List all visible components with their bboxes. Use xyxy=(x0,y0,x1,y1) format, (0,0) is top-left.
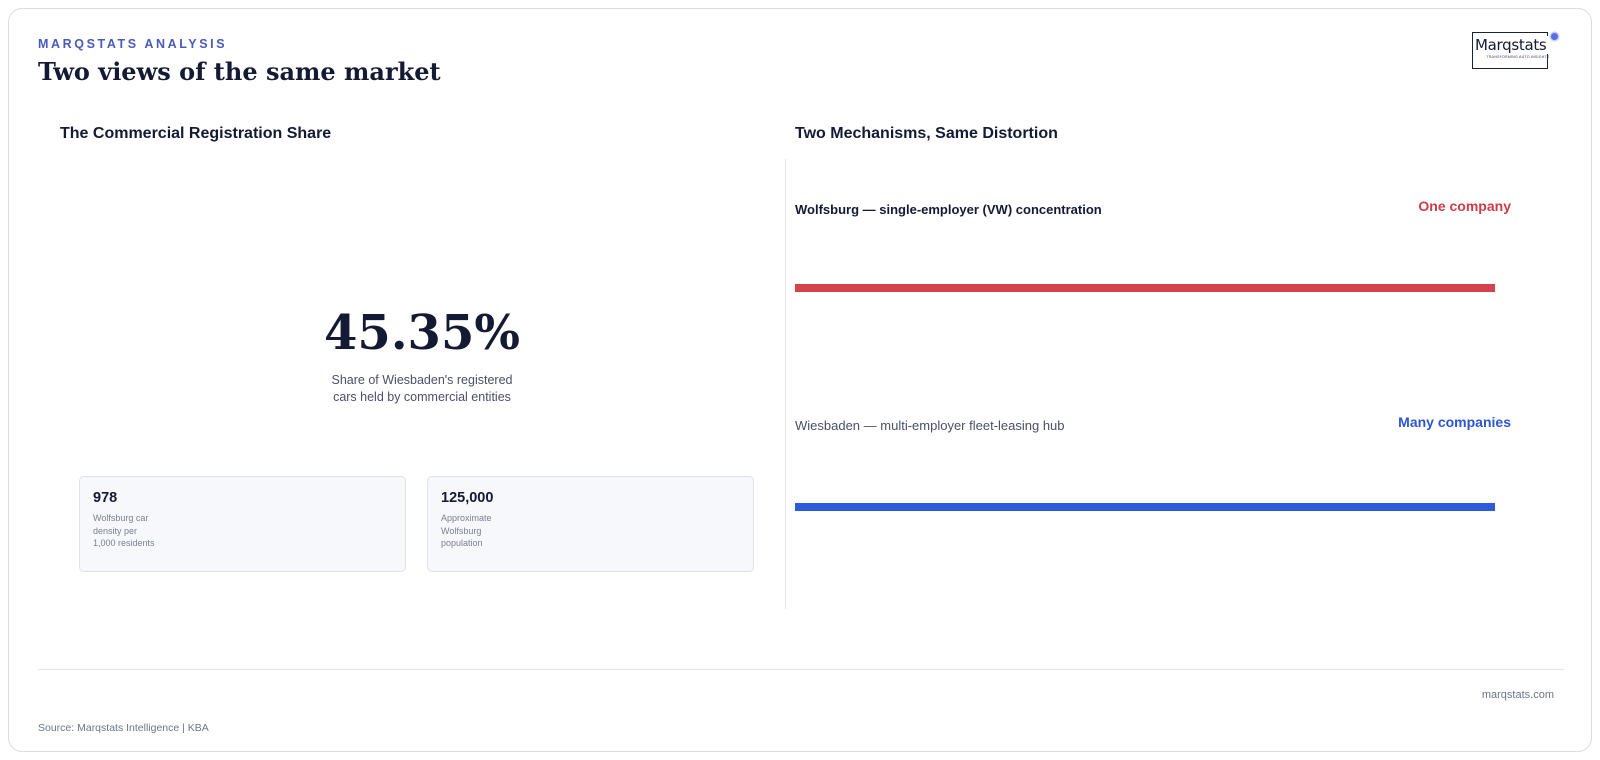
right-panel-title: Two Mechanisms, Same Distortion xyxy=(795,125,1058,142)
mechanism-label: Wolfsburg — single-employer (VW) concent… xyxy=(795,202,1102,217)
stat-card-value: 978 xyxy=(93,490,118,506)
stat-card-value: 125,000 xyxy=(441,490,494,506)
source-note: Source: Marqstats Intelligence | KBA xyxy=(38,722,209,734)
logo-tagline: TRANSFORMING AUTO INSIGHTS xyxy=(1486,55,1550,59)
panel-divider xyxy=(785,159,786,609)
logo-wordmark: Marqstats xyxy=(1475,36,1557,54)
stat-card-label: Approximate Wolfsburg population xyxy=(441,513,492,548)
page-title: Two views of the same market xyxy=(38,57,441,86)
commercial-share-caption: Share of Wiesbaden's registered cars hel… xyxy=(331,373,513,404)
stat-card-car-density: 978 Wolfsburg car density per 1,000 resi… xyxy=(79,476,406,572)
left-panel-title: The Commercial Registration Share xyxy=(60,125,332,142)
stat-card-label: Wolfsburg car density per 1,000 resident… xyxy=(93,513,155,548)
mechanism-label: Wiesbaden — multi-employer fleet-leasing… xyxy=(795,418,1065,433)
mechanism-bar xyxy=(795,503,1495,511)
eyebrow-label: MARQSTATS ANALYSIS xyxy=(38,37,228,51)
site-url-link[interactable]: marqstats.com xyxy=(1481,689,1554,701)
stat-card-population: 125,000 Approximate Wolfsburg population xyxy=(427,476,754,572)
logo-dot-icon xyxy=(1551,33,1558,40)
mechanism-bar xyxy=(795,284,1495,292)
slide-card: MARQSTATS ANALYSIS Two views of the same… xyxy=(8,8,1592,752)
footer-divider xyxy=(38,669,1564,670)
mechanism-tag: Many companies xyxy=(1398,414,1511,430)
mechanism-tag: One company xyxy=(1418,198,1511,214)
commercial-share-stat: 45.35% xyxy=(324,305,520,361)
